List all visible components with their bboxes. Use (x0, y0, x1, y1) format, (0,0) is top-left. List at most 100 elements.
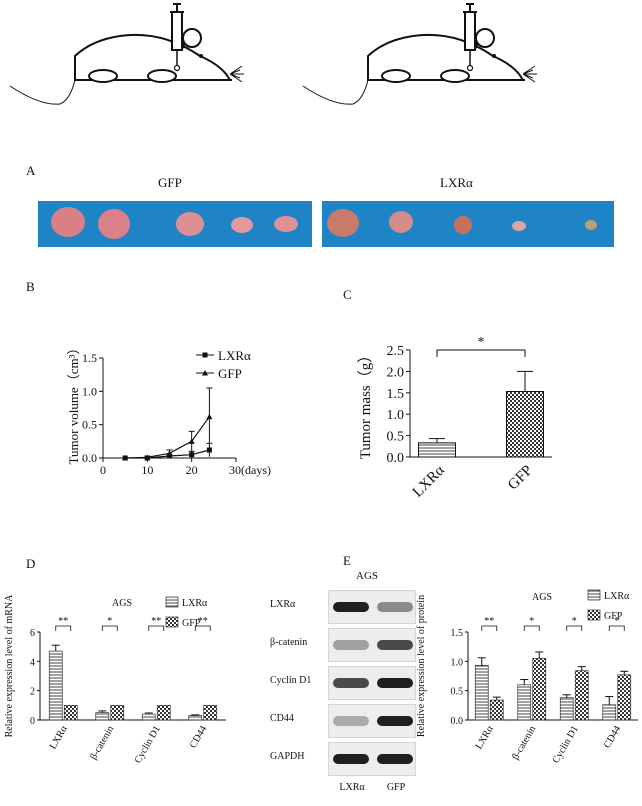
x-tick-label: LXRα (410, 462, 448, 500)
blot-band (377, 602, 413, 612)
significance-label: * (572, 616, 577, 627)
blot-row (328, 742, 416, 776)
significance-bracket (608, 625, 625, 631)
bar (574, 670, 589, 721)
significance-label: ** (198, 616, 208, 627)
blot-row-label: CD44 (270, 713, 294, 724)
significance-bracket (566, 625, 583, 631)
significance-label: * (614, 616, 619, 627)
blot-lane-label: GFP (386, 782, 406, 793)
x-tick-label: 0 (100, 463, 106, 477)
x-tick-label: Cyclin D1 (133, 724, 163, 765)
panel-a-label: A (26, 163, 36, 178)
blot-row (328, 628, 416, 662)
blot-band (333, 754, 369, 764)
western-blot: LXRα β-catenin Cyclin D1 CD44 GAPDH LXRα GFP (270, 590, 420, 793)
tumor-icon (274, 216, 298, 232)
y-tick-label: 2 (30, 687, 35, 698)
y-tick-label: 1.0 (451, 657, 464, 668)
blot-row (328, 590, 416, 624)
significance-bracket (148, 625, 165, 631)
panel-b-label: B (26, 279, 35, 294)
chart-title: AGS (532, 592, 552, 603)
mouse-left-icon (9, 3, 245, 106)
y-tick-label: 1.5 (387, 387, 405, 402)
significance-bracket (55, 625, 72, 631)
blot-band (333, 678, 369, 688)
bar (489, 699, 504, 721)
significance-label: ** (151, 616, 161, 627)
y-tick-label: 1.0 (82, 384, 97, 398)
legend-label: GFP (182, 618, 201, 629)
x-tick-label: β-catenin (88, 724, 116, 762)
bar (517, 684, 532, 721)
panel-d-label: D (26, 556, 36, 571)
x-tick-label: 10 (141, 463, 153, 477)
legend-swatch (165, 616, 179, 628)
bar (418, 442, 456, 458)
tumor-icon (454, 216, 472, 234)
bar (48, 650, 63, 721)
tumor-icon (51, 207, 85, 237)
bar (203, 704, 218, 721)
data-point (189, 452, 195, 458)
y-tick-label: 4 (30, 657, 35, 668)
mouse-right-icon (302, 3, 538, 106)
tumor-photos (38, 201, 614, 247)
significance-label: ** (484, 616, 494, 627)
bar (602, 704, 617, 721)
y-axis-label: Tumor volume（cm³） (66, 342, 81, 465)
bar (141, 713, 156, 721)
bar (156, 704, 171, 721)
y-axis-label: Tumor mass（g） (357, 348, 374, 460)
legend-label: LXRα (182, 598, 208, 609)
blot-band (333, 602, 369, 612)
blot-band (377, 678, 413, 688)
blot-row-label: GAPDH (270, 751, 305, 762)
significance-label: * (478, 335, 485, 350)
significance-bracket (481, 625, 498, 631)
tumor-icon (327, 209, 359, 237)
bar (95, 712, 110, 721)
significance-label: * (529, 616, 534, 627)
tumor-icon (585, 220, 597, 230)
y-tick-label: 0.5 (82, 418, 97, 432)
significance-bracket (101, 625, 118, 631)
blot-row-label: Cyclin D1 (270, 675, 312, 686)
x-tick-label: LXRα (48, 723, 71, 751)
data-point (206, 413, 213, 420)
tumor-icon (512, 221, 526, 231)
significance-label: * (107, 616, 112, 627)
y-tick-label: 0.0 (451, 716, 464, 727)
y-tick-label: 2.5 (387, 344, 405, 359)
legend-label: LXRα (218, 348, 251, 363)
x-tick-label: CD44 (602, 724, 623, 750)
legend-swatch (587, 589, 601, 601)
protein-expression-chart: 0.0 0.5 1.0 1.5 Relative expression level of… (416, 589, 638, 765)
blot-band (377, 716, 413, 726)
bar (110, 704, 125, 721)
mouse-schematics (9, 3, 538, 106)
x-tick-label: 20 (186, 463, 198, 477)
bar (188, 715, 203, 721)
x-axis-label: 30(days) (229, 463, 271, 477)
data-point (188, 438, 195, 444)
x-tick-label: β-catenin (510, 724, 538, 762)
data-point (206, 447, 212, 453)
y-tick-label: 2.0 (387, 365, 405, 380)
tumor-icon (389, 211, 413, 233)
legend-label: LXRα (604, 591, 630, 602)
blot-band (333, 716, 369, 726)
y-tick-label: 1.0 (387, 408, 405, 423)
panel-e-label: E (343, 553, 351, 568)
panel-c-label: C (343, 287, 352, 302)
y-tick-label: 0.5 (451, 687, 464, 698)
blot-row-label: LXRα (270, 599, 296, 610)
bar (63, 704, 78, 721)
legend-swatch (165, 596, 179, 608)
blot-row (328, 704, 416, 738)
x-tick-label: Cyclin D1 (551, 724, 581, 765)
bar (617, 674, 632, 721)
significance-bracket (523, 625, 540, 631)
